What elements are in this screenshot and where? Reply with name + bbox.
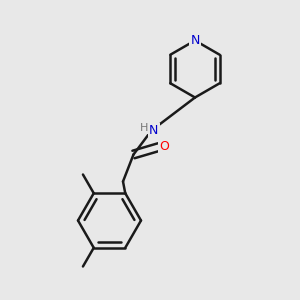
Text: N: N: [149, 124, 159, 137]
Text: N: N: [190, 34, 200, 47]
Text: O: O: [160, 140, 169, 154]
Text: H: H: [140, 123, 148, 133]
